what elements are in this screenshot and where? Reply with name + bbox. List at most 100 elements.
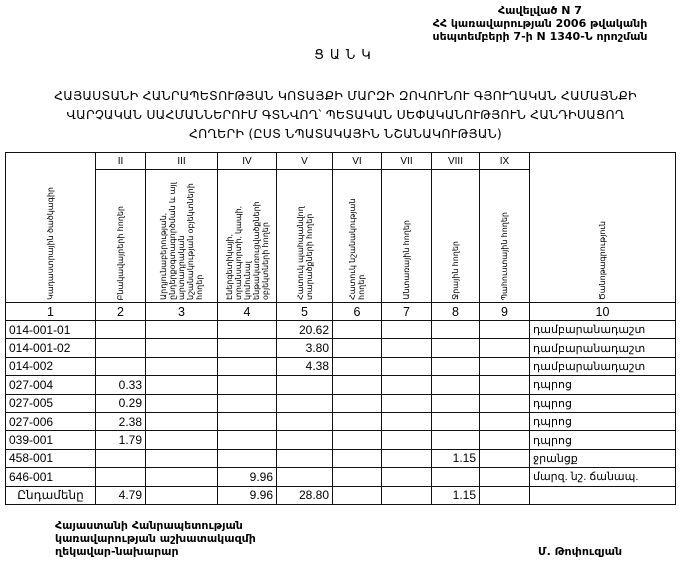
column-header: Ծանոթագրություն [529, 152, 676, 303]
area-cell [381, 448, 432, 469]
cadastral-code: 458-001 [5, 448, 96, 469]
area-cell [332, 319, 382, 340]
area-cell [217, 448, 277, 469]
column-number: 6 [332, 302, 382, 321]
area-cell [381, 319, 432, 340]
roman-numeral: VIII [431, 152, 480, 170]
column-header: Հատուկ պահպանվող տարածքների հողեր [276, 169, 333, 303]
note-cell: դպրոց [529, 430, 676, 450]
area-cell [145, 430, 218, 450]
total-cell [145, 485, 218, 505]
total-label: Ընդամենը [5, 485, 96, 505]
column-header: Պահուստային հողեր [479, 169, 530, 303]
signatory-line: ղեկավար-նախարար [55, 545, 179, 558]
area-cell [276, 448, 333, 469]
area-cell [95, 319, 146, 340]
document-title: ՀԱՅԱՍՏԱՆԻ ՀԱՆՐԱՊԵՏՈՒԹՅԱՆ ԿՈՏԱՅՔԻ ՄԱՐԶԻ Զ… [10, 86, 681, 143]
table-row: 014-001-01 20.62 դամբարանադաշտ [5, 319, 676, 340]
area-cell [217, 375, 277, 395]
area-cell [145, 319, 218, 340]
column-header-label: Պահուստային հողեր [500, 211, 509, 300]
area-cell [332, 430, 382, 450]
area-cell [431, 338, 480, 358]
cadastral-code: 027-006 [5, 411, 96, 432]
note-cell: դպրոց [529, 393, 676, 413]
area-cell [95, 338, 146, 358]
area-cell [431, 393, 480, 413]
cadastral-code: 039-001 [5, 430, 96, 450]
area-cell: 1.79 [95, 430, 146, 450]
note-cell: դամբարանադաշտ [529, 338, 676, 358]
cadastral-code: 014-001-01 [5, 319, 96, 340]
column-number: 4 [217, 302, 277, 321]
total-cell [332, 485, 382, 505]
column-header-label: Հատուկ նշանակության հողեր [348, 198, 366, 300]
roman-numeral: IV [217, 152, 277, 170]
note-cell: դամբարանադաշտ [529, 319, 676, 340]
area-cell [479, 467, 530, 487]
column-number: 1 [5, 302, 96, 321]
column-number: 2 [95, 302, 146, 321]
area-cell [479, 448, 530, 469]
table-row: 458-001 1.15 ջրանցք [5, 448, 676, 469]
area-cell [217, 393, 277, 413]
area-cell: 9.96 [217, 467, 277, 487]
area-cell: 20.62 [276, 319, 333, 340]
area-cell [431, 356, 480, 377]
column-header: Կադաստրային ծածկագիր [5, 152, 96, 303]
area-cell [217, 430, 277, 450]
signatory-line: Հայաստանի Հանրապետության [55, 519, 243, 532]
area-cell [381, 393, 432, 413]
total-cell [381, 485, 432, 505]
cadastral-code: 014-001-02 [5, 338, 96, 358]
area-cell [145, 467, 218, 487]
list-title: ՑԱՆԿ [314, 48, 377, 63]
column-header: Ջրային հողեր [431, 169, 480, 303]
area-cell [217, 411, 277, 432]
area-cell [381, 467, 432, 487]
area-cell [145, 393, 218, 413]
signatory-name: Մ. Թոփուզյան [538, 545, 623, 558]
area-cell [479, 375, 530, 395]
area-cell [479, 338, 530, 358]
signatory-line: կառավարության աշխատակազմի [55, 532, 256, 545]
area-cell [332, 375, 382, 395]
area-cell [381, 338, 432, 358]
column-header: Արդյունաբերության, ընդերքօգտագործման և ա… [145, 169, 218, 303]
area-cell [332, 448, 382, 469]
note-cell: մարզ. նշ. ճանապ. [529, 467, 676, 487]
area-cell [479, 430, 530, 450]
cadastral-code: 014-002 [5, 356, 96, 377]
roman-numeral: VI [332, 152, 382, 170]
land-table: Կադաստրային ծածկագիր II III IV V VI VII VIII IX Ծ… [5, 152, 676, 505]
area-cell [381, 430, 432, 450]
note-cell: ջրանցք [529, 448, 676, 469]
area-cell [276, 467, 333, 487]
area-cell [145, 375, 218, 395]
column-header: Հատուկ նշանակության հողեր [332, 169, 382, 303]
area-cell [381, 411, 432, 432]
cadastral-code: 646-001 [5, 467, 96, 487]
table-row: 027-004 0.33 դպրոց [5, 375, 676, 395]
area-cell [431, 411, 480, 432]
area-cell [145, 356, 218, 377]
column-number: 5 [276, 302, 333, 321]
signatory-title: Հայաստանի Հանրապետության կառավարության ա… [55, 519, 256, 558]
area-cell [217, 356, 277, 377]
cadastral-code: 027-005 [5, 393, 96, 413]
table-row: 014-001-02 3.80 դամբարանադաշտ [5, 338, 676, 358]
area-cell [332, 467, 382, 487]
area-cell: 0.33 [95, 375, 146, 395]
column-number: 7 [381, 302, 432, 321]
column-header-label: Արդյունաբերության, ընդերքօգտագործման և ա… [159, 182, 204, 300]
total-cell [529, 485, 676, 505]
title-line: ՀԱՅԱՍՏԱՆԻ ՀԱՆՐԱՊԵՏՈՒԹՅԱՆ ԿՈՏԱՅՔԻ ՄԱՐԶԻ Զ… [54, 88, 637, 103]
area-cell [276, 411, 333, 432]
area-cell [276, 375, 333, 395]
area-cell [431, 319, 480, 340]
area-cell [332, 411, 382, 432]
area-cell: 3.80 [276, 338, 333, 358]
area-cell [431, 467, 480, 487]
area-cell [276, 393, 333, 413]
column-header: Էներգետիկայի, տրանսպորտի, կապի, կոմունալ… [217, 169, 277, 303]
